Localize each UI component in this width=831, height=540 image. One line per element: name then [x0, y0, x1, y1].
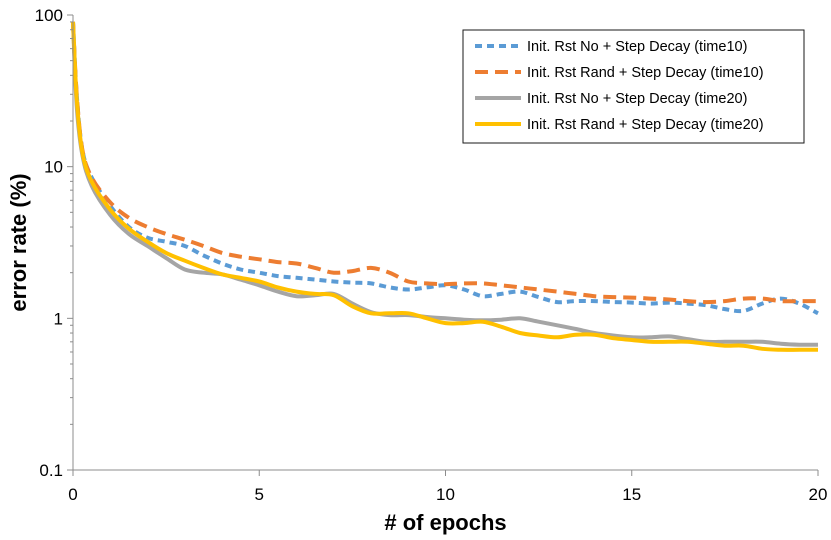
x-tick-label: 10	[436, 485, 455, 504]
x-tick-label: 15	[622, 485, 641, 504]
x-tick-label: 0	[68, 485, 77, 504]
y-tick-labels: 0.1 1 10 100	[35, 6, 63, 480]
y-axis-ticks	[67, 14, 73, 471]
x-axis-ticks	[72, 470, 819, 476]
legend-label-1: Init. Rst No + Step Decay (time10)	[527, 39, 747, 55]
x-tick-labels: 0 5 10 15 20	[68, 485, 827, 504]
x-axis-title: # of epochs	[384, 510, 506, 535]
y-tick-label: 10	[44, 158, 63, 177]
legend-label-4: Init. Rst Rand + Step Decay (time20)	[527, 117, 764, 133]
series-line-4	[71, 21, 818, 352]
x-tick-label: 5	[255, 485, 264, 504]
plot-lines	[71, 21, 819, 352]
legend-label-3: Init. Rst No + Step Decay (time20)	[527, 91, 747, 107]
y-axis-title: error rate (%)	[6, 173, 31, 311]
series-line-1	[71, 21, 819, 316]
y-tick-label: 0.1	[39, 461, 63, 480]
series-line-2	[71, 21, 818, 305]
y-tick-label: 1	[54, 309, 63, 328]
y-tick-label: 100	[35, 6, 63, 25]
legend-label-2: Init. Rst Rand + Step Decay (time10)	[527, 65, 764, 81]
x-tick-label: 20	[809, 485, 828, 504]
legend: Init. Rst No + Step Decay (time10) Init. …	[462, 29, 805, 144]
